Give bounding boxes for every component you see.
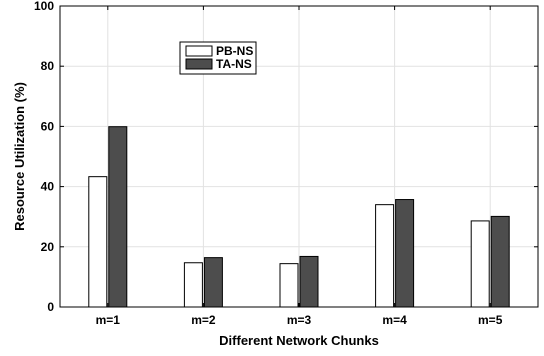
bar-pb-ns-5 <box>470 220 490 308</box>
bar-ta-ns-2 <box>203 257 223 308</box>
x-tick-label: m=1 <box>96 313 121 327</box>
x-tick-label: m=3 <box>287 313 312 327</box>
y-axis-ticks: 0 20 40 60 80 100 <box>34 0 538 314</box>
x-tick-label: m=2 <box>191 313 216 327</box>
bar-ta-ns-1 <box>108 126 128 308</box>
bar-ta-ns-4 <box>395 199 415 308</box>
y-tick-label: 0 <box>47 300 54 314</box>
grid <box>60 6 538 307</box>
y-tick-label: 80 <box>41 59 55 73</box>
y-tick-label: 60 <box>41 119 55 133</box>
legend-swatch-pb-ns <box>185 45 213 57</box>
legend-label-ta-ns: TA-NS <box>216 57 252 71</box>
x-tick-label: m=5 <box>478 313 503 327</box>
bar-ta-ns-3 <box>299 255 319 308</box>
bars <box>88 126 510 308</box>
y-tick-label: 40 <box>41 180 55 194</box>
x-axis-ticks: m=1 m=2 m=3 m=4 m=5 <box>96 6 503 327</box>
y-tick-label: 20 <box>41 240 55 254</box>
bar-pb-ns-2 <box>183 262 203 308</box>
bar-pb-ns-1 <box>88 176 108 308</box>
bar-pb-ns-4 <box>375 204 395 308</box>
legend-label-pb-ns: PB-NS <box>216 44 253 58</box>
y-tick-label: 100 <box>34 0 54 13</box>
legend-swatch-ta-ns <box>185 58 213 70</box>
bar-ta-ns-5 <box>490 215 510 308</box>
bar-pb-ns-3 <box>279 263 299 308</box>
x-axis-label: Different Network Chunks <box>219 333 379 348</box>
y-axis-label: Resource Utilization (%) <box>12 82 27 231</box>
x-tick-label: m=4 <box>382 313 407 327</box>
